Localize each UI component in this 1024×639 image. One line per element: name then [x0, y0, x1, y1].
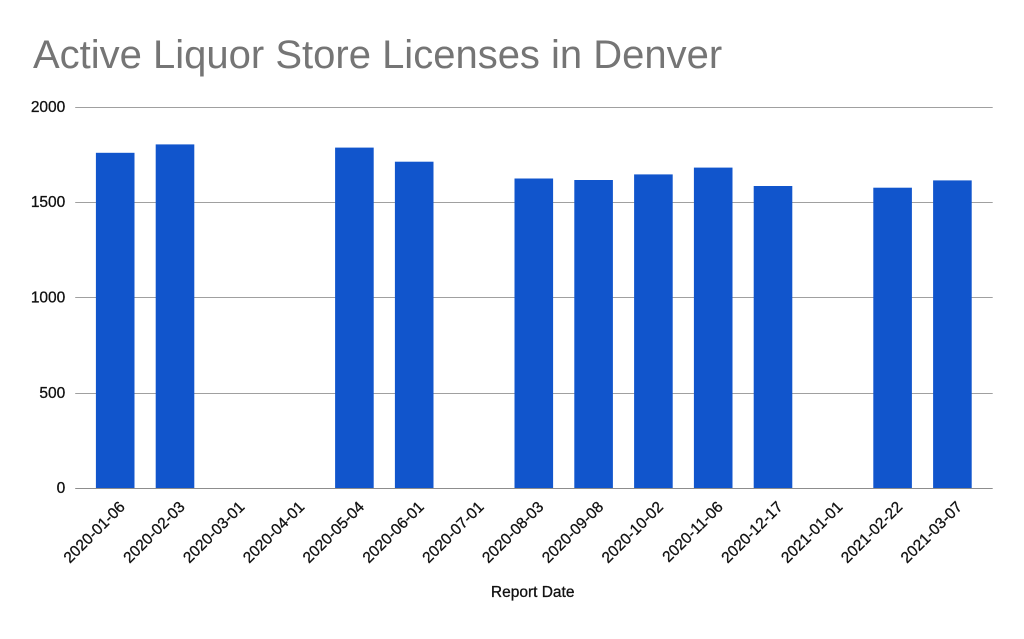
svg-text:Active Liquor Store Licenses i: Active Liquor Store Licenses in Denver — [33, 33, 722, 77]
svg-text:1000: 1000 — [31, 289, 66, 306]
svg-text:Report Date: Report Date — [491, 584, 575, 601]
svg-text:2000: 2000 — [31, 99, 66, 116]
svg-text:0: 0 — [57, 480, 66, 497]
svg-text:500: 500 — [39, 385, 65, 402]
svg-text:1500: 1500 — [31, 194, 66, 211]
